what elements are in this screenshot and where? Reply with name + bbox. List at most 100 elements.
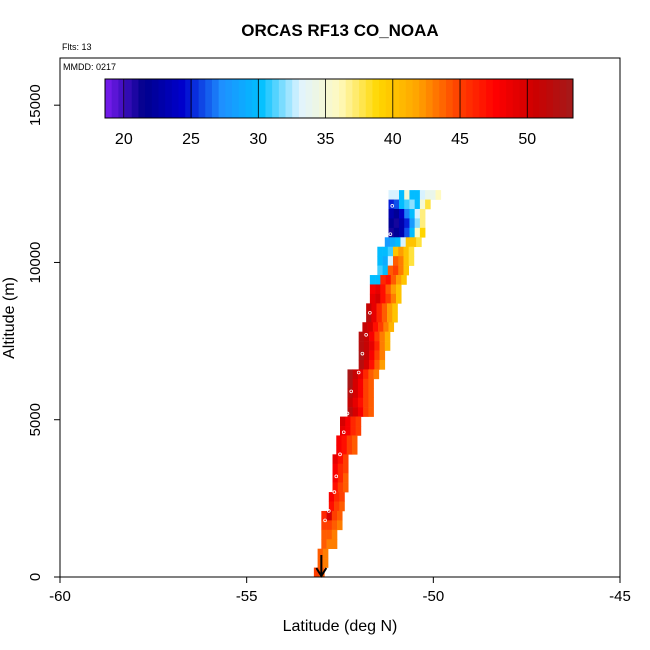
colorbar-segment <box>499 79 507 118</box>
heatmap-cell <box>374 331 380 342</box>
heatmap-cell <box>371 303 377 314</box>
colorbar-segment <box>171 79 179 118</box>
colorbar-segment <box>125 79 133 118</box>
heatmap-cell <box>387 256 394 266</box>
track-marker <box>364 332 368 337</box>
heatmap-cell <box>332 463 339 474</box>
colorbar-segment <box>405 79 413 118</box>
track-marker <box>360 351 365 356</box>
colorbar-tick-label: 30 <box>249 131 267 148</box>
heatmap-cell <box>404 208 410 219</box>
date-label: MMDD: 0217 <box>63 62 116 72</box>
heatmap-cell <box>321 520 327 531</box>
colorbar-segment <box>466 79 474 118</box>
heatmap-cell <box>369 350 375 361</box>
colorbar-segment <box>118 79 126 118</box>
heatmap-cell <box>352 388 359 399</box>
heatmap-cell <box>414 227 421 238</box>
heatmap-cell <box>337 473 344 483</box>
heatmap-cell <box>337 482 344 493</box>
heatmap-cell <box>355 416 362 427</box>
heatmap-cell <box>369 284 376 295</box>
colorbar-segment <box>272 79 280 118</box>
y-axis-label: Altitude (m) <box>1 277 18 359</box>
heatmap-cell <box>374 350 380 361</box>
heatmap-cell <box>363 378 369 389</box>
heatmap-cell <box>398 246 404 257</box>
track-marker <box>390 204 395 208</box>
heatmap-cell <box>363 341 370 351</box>
heatmap-cell <box>337 520 343 531</box>
heatmap-cell <box>322 558 329 568</box>
heatmap-cell <box>390 284 397 295</box>
heatmap-cell <box>392 312 398 323</box>
heatmap-cell <box>321 539 327 549</box>
track-marker <box>332 490 337 494</box>
heatmap-cell <box>331 520 338 531</box>
heatmap-cell <box>317 548 324 559</box>
colorbar-segment <box>445 79 454 118</box>
heatmap-cell <box>404 199 410 210</box>
heatmap-cell <box>331 529 338 540</box>
heatmap-cell <box>350 416 356 427</box>
x-axis-label: Latitude (deg N) <box>283 618 398 635</box>
heatmap-cell <box>379 341 386 351</box>
heatmap-cell <box>369 331 375 342</box>
y-axis: 0 5000 10000 15000 <box>27 84 60 581</box>
heatmap-cell <box>355 426 362 436</box>
heatmap-cell <box>388 208 395 219</box>
heatmap-cell <box>358 331 365 342</box>
heatmap-cell <box>408 256 415 266</box>
heatmap-cell <box>383 322 389 332</box>
colorbar-tick-label: 25 <box>182 131 200 148</box>
heatmap-cell <box>352 378 359 389</box>
heatmap-cell <box>388 190 395 200</box>
colorbar-segment <box>546 79 554 118</box>
heatmap-cell <box>380 293 386 304</box>
heatmap-cell <box>363 359 370 370</box>
colorbar-segment <box>151 79 159 118</box>
heatmap-cell <box>393 227 400 238</box>
colorbar-segment <box>539 79 547 118</box>
heatmap-cell <box>382 265 389 276</box>
x-tick-label: -50 <box>422 588 444 605</box>
heatmap-cell <box>346 435 353 446</box>
colorbar-segment <box>305 79 313 118</box>
heatmap-cell <box>393 208 400 219</box>
colorbar-tick-label: 20 <box>115 131 133 148</box>
colorbar-segment <box>439 79 447 118</box>
y-tick-label: 5000 <box>27 403 44 436</box>
heatmap-cell <box>405 237 412 248</box>
chart-title: ORCAS RF13 CO_NOAA <box>241 21 438 40</box>
colorbar-segment <box>359 79 367 118</box>
x-axis: -60 -55 -50 -45 <box>49 577 631 605</box>
heatmap-cell <box>369 359 375 370</box>
colorbar-segment <box>492 79 500 118</box>
colorbar-segment <box>265 79 273 118</box>
heatmap-cell <box>339 492 345 502</box>
heatmap-cell <box>345 426 351 436</box>
colorbar-segment <box>372 79 380 118</box>
heatmap-cell <box>332 454 339 465</box>
heatmap-cell <box>398 208 405 219</box>
x-tick-label: -45 <box>609 588 631 605</box>
heatmap-cell <box>414 208 421 219</box>
heatmap-cell <box>396 275 402 285</box>
heatmap-cell <box>357 378 364 389</box>
heatmap-cell <box>326 520 333 531</box>
colorbar-segment <box>399 79 407 118</box>
colorbar-segment <box>379 79 387 118</box>
heatmap-cell <box>408 246 415 257</box>
heatmap-cell <box>358 359 365 370</box>
colorbar-segment <box>278 79 286 118</box>
colorbar-segment <box>566 79 574 118</box>
heatmap-cell <box>332 482 339 493</box>
heatmap-cell <box>368 369 374 380</box>
track-marker <box>341 430 346 435</box>
heatmap-cell <box>419 208 426 219</box>
colorbar-segment <box>285 79 293 118</box>
heatmap-cell <box>368 378 374 389</box>
heatmap-cell <box>376 312 383 323</box>
heatmap-cell <box>363 407 369 417</box>
